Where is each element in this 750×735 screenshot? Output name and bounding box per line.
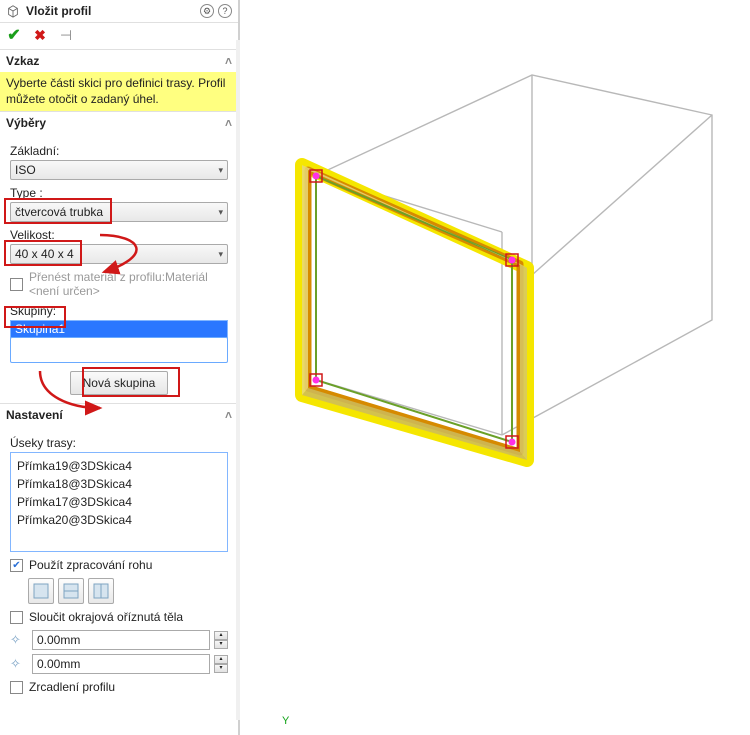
corner-label: Použít zpracování rohu (29, 558, 152, 572)
offset1-input[interactable]: 0.00mm (32, 630, 210, 650)
offset1-down[interactable]: ▾ (214, 640, 228, 649)
offset2-up[interactable]: ▴ (214, 655, 228, 664)
corner-tool-icons (28, 578, 228, 604)
chevron-up-icon: ˄ (225, 54, 232, 68)
transfer-material-checkbox[interactable] (10, 278, 23, 291)
chevron-up-icon: ˄ (225, 408, 232, 422)
section-header-ref[interactable]: Vzkaz ˄ (0, 50, 238, 72)
section-header-set[interactable]: Nastavení ˄ (0, 404, 238, 426)
offset1-up[interactable]: ▴ (214, 631, 228, 640)
corner-checkbox[interactable]: ✔ (10, 559, 23, 572)
panel-title: Vložit profil (26, 4, 200, 18)
merge-label: Sloučit okrajová oříznutá těla (29, 610, 183, 624)
sel-header-label: Výběry (6, 116, 46, 130)
cancel-button[interactable]: ✖ (32, 27, 48, 43)
ok-button[interactable]: ✔ (6, 27, 22, 43)
offset2-down[interactable]: ▾ (214, 664, 228, 673)
standard-label: Základní: (10, 144, 228, 158)
segment-item[interactable]: Přímka18@3DSkica4 (17, 475, 221, 493)
annotation-box-size (4, 240, 82, 266)
section-settings: Nastavení ˄ Úseky trasy: Přímka19@3DSkic… (0, 404, 238, 708)
corner-type-1-button[interactable] (28, 578, 54, 604)
standard-dropdown[interactable]: ISO (10, 160, 228, 180)
property-panel: Vložit profil ⚙ ? ✔ ✖ ⊣ Vzkaz ˄ Vyberte … (0, 0, 240, 735)
merge-checkbox[interactable] (10, 611, 23, 624)
selected-frame (302, 165, 527, 460)
segments-label: Úseky trasy: (10, 436, 228, 450)
corner-type-3-button[interactable] (88, 578, 114, 604)
transfer-material-label: Přenést materiál z profilu:Materiál <nen… (29, 270, 228, 298)
group-listbox[interactable] (10, 337, 228, 363)
help-icon[interactable]: ? (218, 4, 232, 18)
ref-header-label: Vzkaz (6, 54, 39, 68)
offset2-icon: ✧ (10, 656, 28, 672)
annotation-box-groups (4, 306, 66, 328)
model-view (242, 0, 750, 735)
pin-button[interactable]: ⊣ (58, 27, 74, 43)
section-header-sel[interactable]: Výběry ˄ (0, 112, 238, 134)
corner-type-2-button[interactable] (58, 578, 84, 604)
mirror-label: Zrcadlení profilu (29, 680, 115, 694)
offset1-icon: ✧ (10, 632, 28, 648)
feature-icon (6, 4, 20, 18)
pref-icon[interactable]: ⚙ (200, 4, 214, 18)
segment-item[interactable]: Přímka19@3DSkica4 (17, 457, 221, 475)
set-header-label: Nastavení (6, 408, 63, 422)
axis-y-label: Y (282, 715, 289, 727)
offset2-input[interactable]: 0.00mm (32, 654, 210, 674)
chevron-up-icon: ˄ (225, 116, 232, 130)
segments-listbox[interactable]: Přímka19@3DSkica4 Přímka18@3DSkica4 Přím… (10, 452, 228, 552)
section-selections: Výběry ˄ Základní: ISO Type : čtvercová … (0, 112, 238, 404)
annotation-box-newgroup (82, 367, 180, 397)
mirror-checkbox[interactable] (10, 681, 23, 694)
annotation-box-type (4, 198, 112, 224)
hint-box: Vyberte části skici pro definici trasy. … (0, 72, 238, 111)
action-row: ✔ ✖ ⊣ (0, 23, 238, 50)
segment-item[interactable]: Přímka20@3DSkica4 (17, 511, 221, 529)
graphics-viewport[interactable]: Y (242, 0, 750, 735)
panel-scrollbar[interactable] (236, 40, 240, 720)
panel-header: Vložit profil ⚙ ? (0, 0, 238, 23)
section-reference: Vzkaz ˄ Vyberte části skici pro definici… (0, 50, 238, 112)
segment-item[interactable]: Přímka17@3DSkica4 (17, 493, 221, 511)
